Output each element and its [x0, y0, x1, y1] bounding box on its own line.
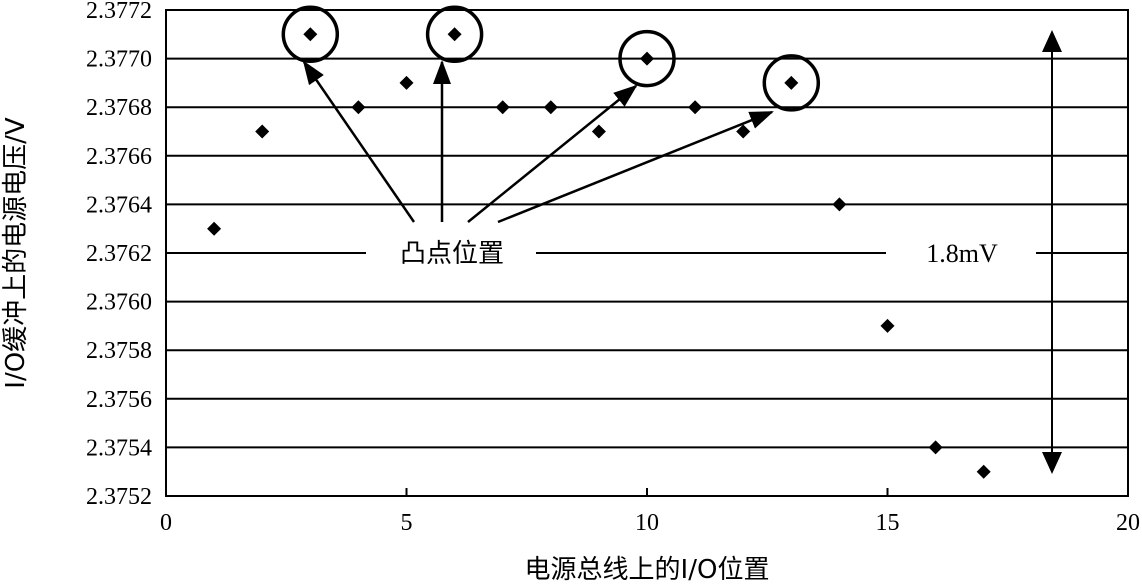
y-tick-label: 2.3754 [86, 435, 152, 461]
data-point [591, 124, 606, 139]
y-tick-label: 2.3772 [86, 0, 152, 24]
x-tick-label: 10 [635, 510, 659, 536]
data-point [495, 100, 510, 115]
bump-highlight-circle [281, 5, 340, 64]
bump-highlight-circles [281, 5, 821, 112]
data-points [207, 27, 991, 479]
data-point [351, 100, 366, 115]
y-axis-ticks: 2.3752 2.3754 2.3756 2.3758 2.3760 2.3762 2.37… [86, 0, 152, 510]
range-annotation [1042, 30, 1062, 474]
data-point [784, 75, 799, 90]
x-tick-label: 5 [401, 510, 413, 536]
y-tick-label: 2.3762 [86, 241, 152, 267]
range-arrow-head-top [1042, 30, 1062, 52]
data-point [447, 27, 462, 42]
y-tick-label: 2.3760 [86, 290, 152, 316]
data-point [928, 440, 943, 455]
x-tick-label: 15 [876, 510, 900, 536]
data-point [640, 51, 654, 66]
data-point [832, 197, 847, 212]
data-point [399, 75, 414, 90]
data-point [976, 464, 991, 479]
data-point [880, 318, 895, 333]
voltage-range-label: 1.8mV [926, 239, 998, 268]
x-tick-label: 20 [1116, 510, 1140, 536]
bump-highlight-circle [425, 5, 484, 64]
y-tick-label: 2.3752 [86, 484, 152, 510]
bump-arrow [467, 84, 638, 223]
bump-arrow [302, 60, 416, 223]
data-point [543, 100, 558, 115]
x-axis-label: 电源总线上的I/O位置 [525, 555, 770, 585]
data-point [303, 27, 318, 42]
y-tick-label: 2.3770 [86, 47, 152, 73]
y-tick-label: 2.3756 [86, 387, 152, 413]
y-tick-label: 2.3766 [86, 144, 152, 170]
data-point [688, 100, 703, 115]
y-tick-label: 2.3768 [86, 95, 152, 121]
bump-arrow [497, 110, 774, 224]
y-axis-label: I/O缓冲上的电源电压/V [1, 117, 31, 389]
bump-annotation-arrows [302, 60, 774, 224]
y-tick-label: 2.3764 [86, 192, 152, 218]
bump-position-label: 凸点位置 [400, 239, 504, 269]
x-axis-ticks: 0 5 10 15 20 [160, 488, 1140, 536]
x-tick-label: 0 [160, 510, 172, 536]
bump-highlight-circle [762, 54, 821, 112]
data-point [255, 124, 270, 139]
range-arrow-head-bottom [1042, 452, 1062, 474]
bump-highlight-circle [618, 29, 676, 88]
data-point [736, 124, 751, 139]
y-tick-label: 2.3758 [86, 338, 152, 364]
data-point [207, 221, 222, 236]
